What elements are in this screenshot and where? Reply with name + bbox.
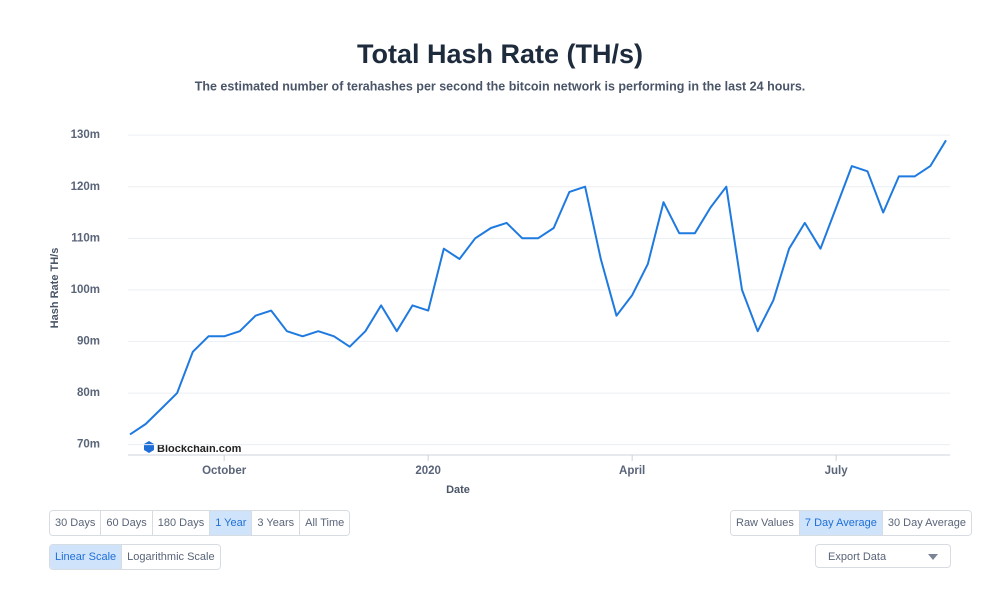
- y-axis-title: Hash Rate TH/s: [49, 248, 61, 329]
- y-tick-label: 100m: [71, 284, 100, 296]
- button[interactable]: Raw Values: [731, 511, 799, 535]
- chart-title: Total Hash Rate (TH/s): [357, 39, 643, 69]
- y-tick-label: 120m: [71, 181, 100, 193]
- button[interactable]: 60 Days: [100, 511, 152, 535]
- button[interactable]: 1 Year: [209, 511, 252, 535]
- range-group: 30 Days 60 Days 180 Days 1 Year 3 Years All T…: [49, 510, 351, 536]
- button[interactable]: 7 Day Average: [798, 511, 882, 535]
- x-tick-label: July: [825, 465, 849, 477]
- export-label: Export Data: [828, 551, 887, 563]
- button[interactable]: 30 Day Average: [881, 511, 971, 535]
- x-tick-label: October: [202, 465, 247, 477]
- button[interactable]: Linear Scale: [50, 545, 122, 569]
- scale-group: Linear Scale Logarithmic Scale: [49, 544, 221, 570]
- chart-subtitle: The estimated number of terahashes per s…: [195, 79, 806, 93]
- watermark: Blockchain.com: [157, 443, 242, 455]
- y-tick-label: 130m: [71, 129, 100, 141]
- button[interactable]: 3 Years: [251, 511, 300, 535]
- button[interactable]: 30 Days: [50, 511, 101, 535]
- y-tick-label: 110m: [71, 232, 100, 244]
- dropdown-arrow: [928, 554, 938, 560]
- logo-icon: [144, 441, 154, 453]
- x-axis-title: Date: [446, 484, 470, 496]
- export-dropdown[interactable]: Export Data: [815, 544, 951, 568]
- x-tick-label: 2020: [415, 465, 441, 477]
- button[interactable]: 180 Days: [151, 511, 210, 535]
- y-tick-label: 70m: [77, 439, 100, 451]
- y-tick-label: 90m: [77, 336, 100, 348]
- chart: Total Hash Rate (TH/s) The estimated num…: [49, 39, 950, 496]
- y-tick-label: 80m: [77, 387, 100, 399]
- button[interactable]: Logarithmic Scale: [121, 545, 220, 569]
- x-tick-label: April: [619, 465, 645, 477]
- button[interactable]: All Time: [299, 511, 350, 535]
- average-group: Raw Values 7 Day Average 30 Day Average: [730, 510, 972, 536]
- hash-rate-line: [129, 139, 947, 436]
